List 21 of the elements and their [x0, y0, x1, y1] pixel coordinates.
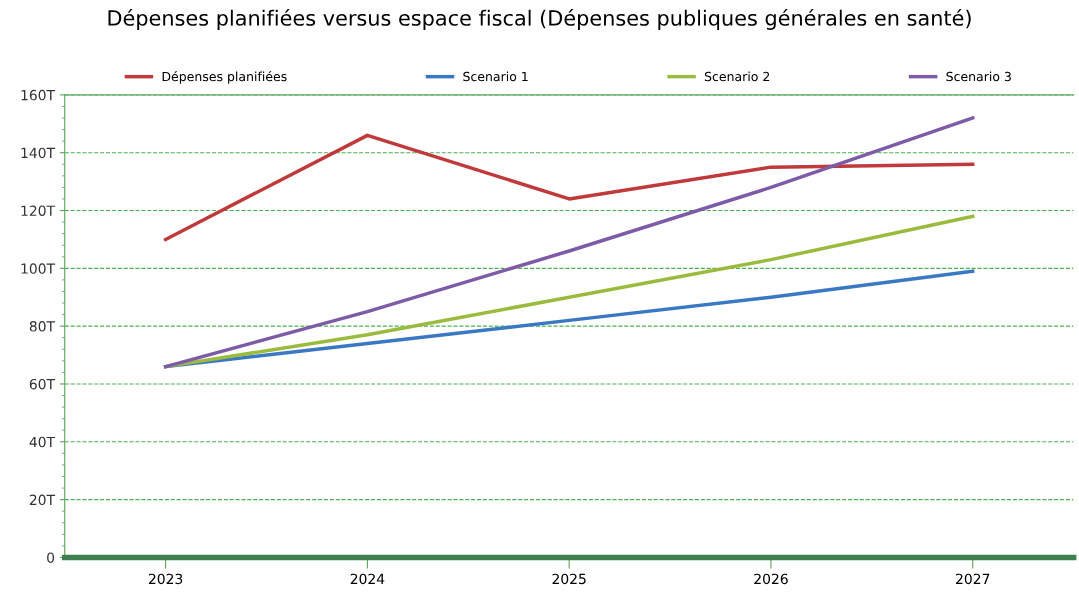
- legend-label: Dépenses planifiées: [162, 71, 287, 84]
- chart-title: Dépenses planifiées versus espace fiscal (Dépenses publiques générales en santé): [108, 8, 971, 30]
- legend-label: Scenario 3: [946, 71, 1011, 82]
- legend-label: Scenario 2: [704, 71, 770, 82]
- y-tick-label: 20T: [29, 494, 56, 506]
- x-tick-label: 2027: [956, 573, 990, 585]
- line-series: [163, 133, 975, 242]
- x-tick-label: 2024: [350, 573, 385, 585]
- y-tick-label: 0: [47, 552, 55, 563]
- y-tick-label: 140T: [21, 147, 56, 159]
- x-tick-label: 2026: [754, 573, 788, 585]
- y-tick-label: 100T: [21, 263, 56, 274]
- y-tick-label: 40T: [29, 436, 56, 448]
- legend-label: Scenario 1: [463, 71, 528, 82]
- x-tick-label: 2025: [552, 573, 586, 585]
- y-tick-label: 120T: [21, 205, 56, 216]
- y-tick-label: 60T: [29, 378, 56, 390]
- x-tick-label: 2023: [148, 573, 183, 585]
- y-tick-label: 160T: [21, 89, 56, 101]
- line-series: [163, 116, 975, 369]
- y-tick-label: 80T: [29, 321, 56, 332]
